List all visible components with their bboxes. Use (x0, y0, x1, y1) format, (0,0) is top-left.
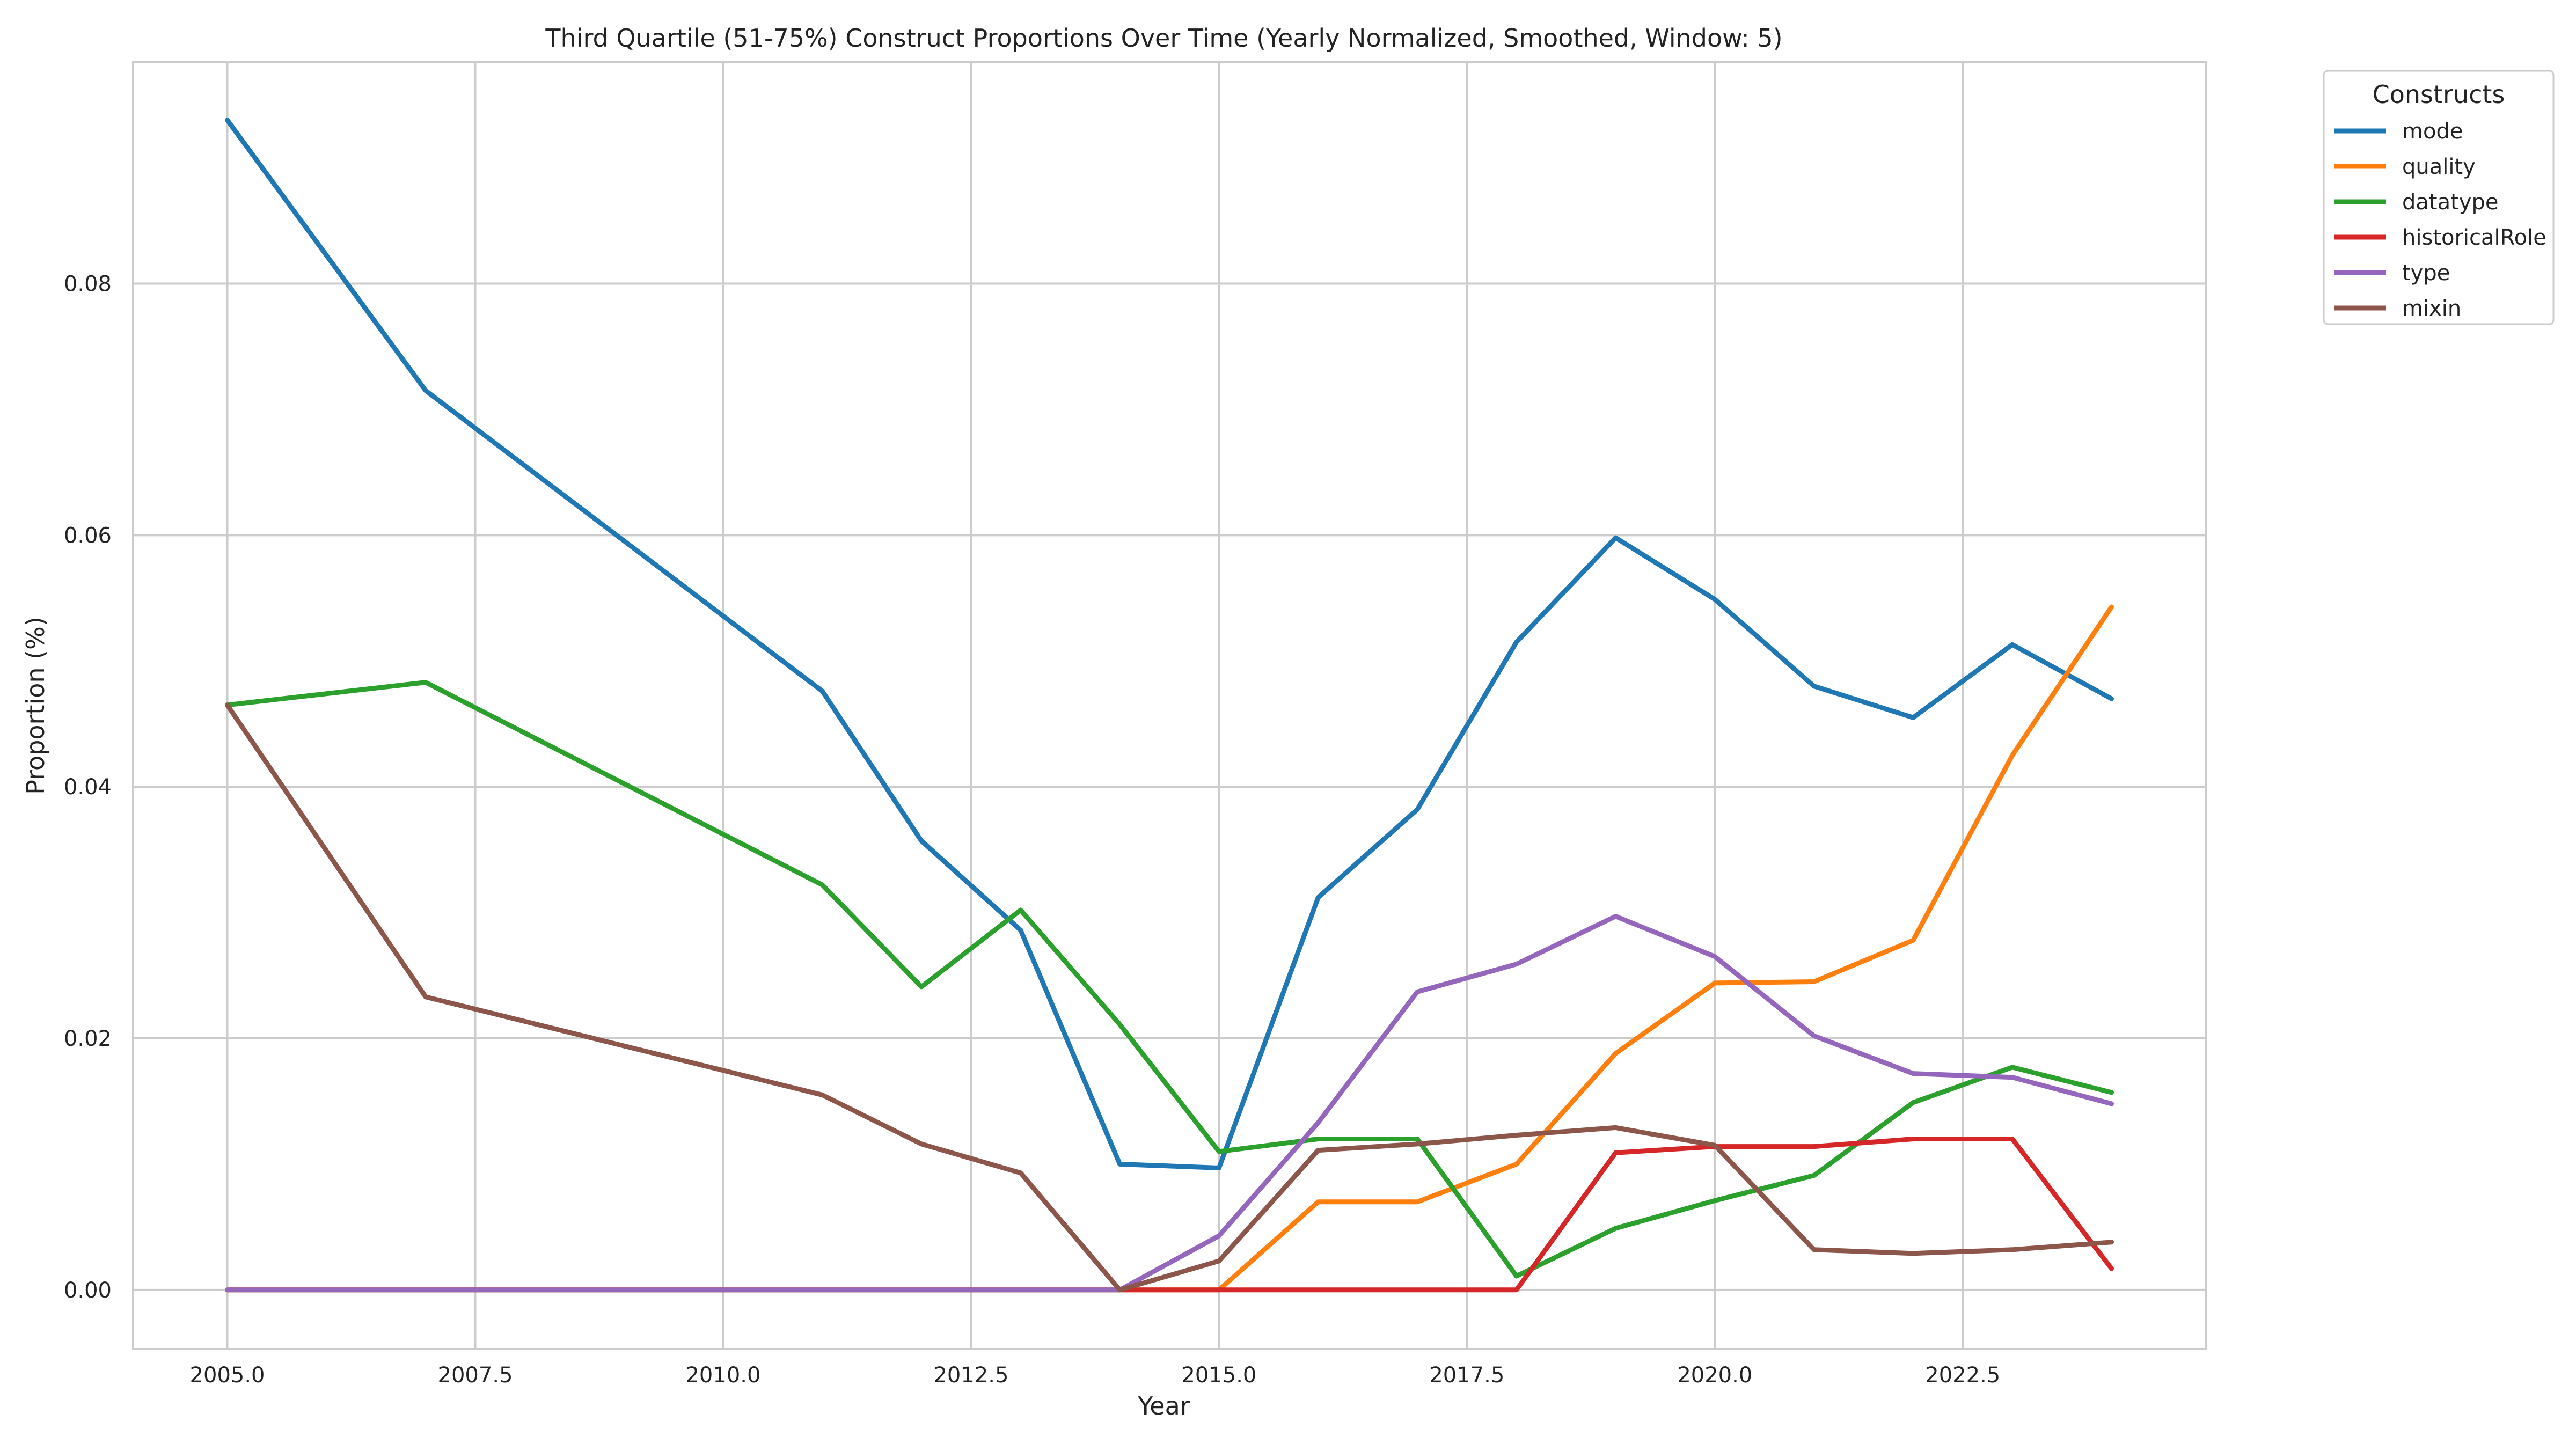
x-axis-label: Year (1137, 1391, 1190, 1420)
y-tick-label: 0.04 (64, 775, 112, 800)
x-tick-label: 2020.0 (1677, 1363, 1752, 1388)
y-axis-label: Proportion (%) (21, 617, 50, 795)
series-lines (225, 118, 2114, 1293)
tick-labels: 2005.0 2007.5 2010.0 2012.5 2015.0 2017.5 2020… (64, 272, 2000, 1388)
legend-label-historicalRole: historicalRole (2402, 225, 2546, 250)
x-tick-label: 2010.0 (685, 1363, 760, 1388)
chart-title: Third Quartile (51-75%) Construct Propor… (545, 24, 1782, 53)
y-tick-label: 0.02 (64, 1027, 112, 1051)
x-tick-label: 2017.5 (1429, 1363, 1504, 1388)
legend-label-mode: mode (2402, 119, 2463, 144)
y-tick-label: 0.06 (64, 523, 112, 548)
x-tick-label: 2007.5 (438, 1363, 513, 1388)
legend-label-datatype: datatype (2402, 190, 2498, 215)
legend: Constructs mode quality datatype historical… (2323, 70, 2555, 325)
x-tick-label: 2022.5 (1925, 1363, 2000, 1388)
y-tick-label: 0.08 (64, 272, 112, 297)
plot-area-frame (132, 61, 2207, 1350)
legend-label-type: type (2402, 261, 2450, 285)
legend-label-mixin: mixin (2402, 296, 2461, 321)
series-line-datatype (225, 680, 2114, 1279)
series-line-mixin (225, 702, 2114, 1293)
legend-label-quality: quality (2402, 155, 2476, 179)
x-tick-label: 2012.5 (933, 1363, 1008, 1388)
series-line-mode (225, 118, 2114, 1170)
x-tick-label: 2005.0 (190, 1363, 265, 1388)
legend-title: Constructs (2373, 80, 2505, 109)
series-line-type (225, 914, 2114, 1293)
y-tick-label: 0.00 (64, 1278, 112, 1303)
legend-items: mode quality datatype historicalRole type mix… (2334, 119, 2546, 321)
legend-box (2323, 70, 2555, 325)
x-tick-label: 2015.0 (1181, 1363, 1256, 1388)
